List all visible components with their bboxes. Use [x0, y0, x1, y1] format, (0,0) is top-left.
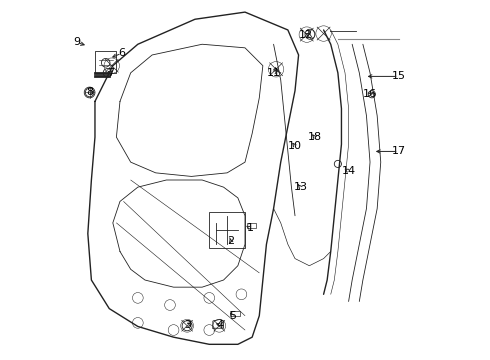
Text: 16: 16 [363, 89, 377, 99]
Text: 10: 10 [288, 141, 302, 151]
Text: 11: 11 [267, 68, 281, 78]
Text: 4: 4 [217, 320, 223, 330]
Text: 2: 2 [227, 236, 234, 246]
Text: 8: 8 [86, 87, 93, 98]
Text: 5: 5 [229, 311, 236, 321]
Text: 12: 12 [299, 30, 313, 40]
Text: 14: 14 [342, 166, 356, 176]
Text: 18: 18 [308, 132, 322, 142]
Text: 6: 6 [118, 48, 125, 58]
Text: 17: 17 [392, 147, 406, 157]
Text: 9: 9 [74, 37, 81, 48]
Text: 13: 13 [294, 182, 307, 192]
Text: 7: 7 [107, 68, 115, 78]
Text: 1: 1 [247, 223, 254, 233]
Text: 15: 15 [392, 71, 406, 81]
Text: 3: 3 [184, 320, 191, 330]
